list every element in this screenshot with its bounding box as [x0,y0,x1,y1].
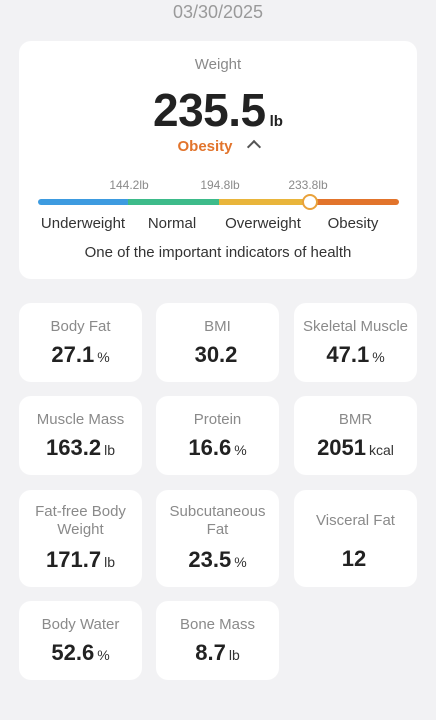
metric-card-fat-free-body-weight[interactable]: Fat-free Body Weight 171.7 lb [19,490,142,587]
metric-label: Body Water [41,616,120,633]
metric-label: BMR [338,411,373,428]
weight-status-toggle[interactable]: Obesity [19,138,417,155]
weight-marker [302,194,318,210]
metric-card-protein[interactable]: Protein 16.6% [156,396,279,475]
metric-unit: lb [104,442,115,458]
metric-card-visceral-fat[interactable]: Visceral Fat 12 [294,490,417,587]
metric-unit: lb [104,554,115,570]
range-segment-normal [128,199,219,205]
metric-value: 23.5 [188,547,232,572]
metric-label: Bone Mass [179,616,256,633]
metric-value: 16.6 [188,435,232,460]
metric-card-bone-mass[interactable]: Bone Mass 8.7 lb [156,601,279,680]
metric-unit: % [234,554,247,570]
range-segment-overweight [218,199,309,205]
range-segment-obesity [308,199,399,205]
metric-card-subcutaneous-fat[interactable]: Subcutaneous Fat 23.5% [156,490,279,587]
range-label-underweight: Underweight [40,215,126,232]
range-label-overweight: Overweight [225,215,301,232]
weight-range-bar [38,199,399,205]
metric-label: BMI [204,318,231,335]
metric-label: Skeletal Muscle [302,318,409,335]
metric-unit: % [97,349,110,365]
weight-title: Weight [194,56,242,73]
range-label-normal: Normal [147,215,197,232]
metric-value-row: 12 [294,546,417,572]
weight-value: 235.5 [153,84,266,136]
metric-unit: % [234,442,247,458]
metric-unit: % [372,349,385,365]
metric-label: Muscle Mass [36,411,125,428]
metric-unit: % [97,647,110,663]
metric-value: 12 [341,546,367,571]
metric-value-row: 2051 kcal [294,435,417,461]
metric-card-body-water[interactable]: Body Water 52.6% [19,601,142,680]
metric-card-bmr[interactable]: BMR 2051 kcal [294,396,417,475]
range-label-obesity: Obesity [327,215,379,232]
metric-value-row: 163.2 lb [19,435,142,461]
metric-value-row: 30.2 [156,342,279,368]
chevron-up-icon[interactable] [246,139,261,155]
threshold-overweight-obesity: 233.8lb [288,178,328,192]
metric-value: 52.6 [51,640,95,665]
weight-unit: lb [269,113,283,130]
metric-label: Visceral Fat [316,512,395,529]
metric-value-row: 52.6% [19,640,142,666]
range-segment-underweight [38,199,129,205]
metric-card-body-fat[interactable]: Body Fat 27.1% [19,303,142,382]
metric-card-skeletal-muscle[interactable]: Skeletal Muscle 47.1% [294,303,417,382]
metric-unit: kcal [369,442,394,458]
metric-value-row: 16.6% [156,435,279,461]
metric-label: Subcutaneous Fat [169,503,266,538]
threshold-normal-overweight: 194.8lb [200,178,240,192]
metric-value-row: 23.5% [156,547,279,573]
metric-value: 27.1 [51,342,95,367]
metric-unit: lb [228,647,240,663]
weight-note: One of the important indicators of healt… [84,244,352,261]
metric-value: 30.2 [194,342,238,367]
metric-value-row: 171.7 lb [19,547,142,573]
metric-label: Protein [193,411,242,428]
weight-card[interactable]: Weight 235.5 lb Obesity 144.2lb 194.8lb 2… [19,41,417,279]
metric-value: 2051 [317,435,367,460]
metric-label: Fat-free Body Weight [35,503,126,538]
metric-value-row: 47.1% [294,342,417,368]
metric-value: 163.2 [46,435,102,460]
metric-value-row: 27.1% [19,342,142,368]
threshold-underweight-normal: 144.2lb [109,178,149,192]
metric-value-row: 8.7 lb [156,640,279,666]
measurement-date: 03/30/2025 [172,2,264,22]
metric-value: 8.7 [195,640,226,665]
weight-value-row: 235.5 lb [19,83,417,137]
metric-value: 171.7 [46,547,102,572]
metric-label: Body Fat [50,318,111,335]
metric-card-muscle-mass[interactable]: Muscle Mass 163.2 lb [19,396,142,475]
weight-status: Obesity [177,138,233,155]
metric-value: 47.1 [326,342,370,367]
metric-card-bmi[interactable]: BMI 30.2 [156,303,279,382]
